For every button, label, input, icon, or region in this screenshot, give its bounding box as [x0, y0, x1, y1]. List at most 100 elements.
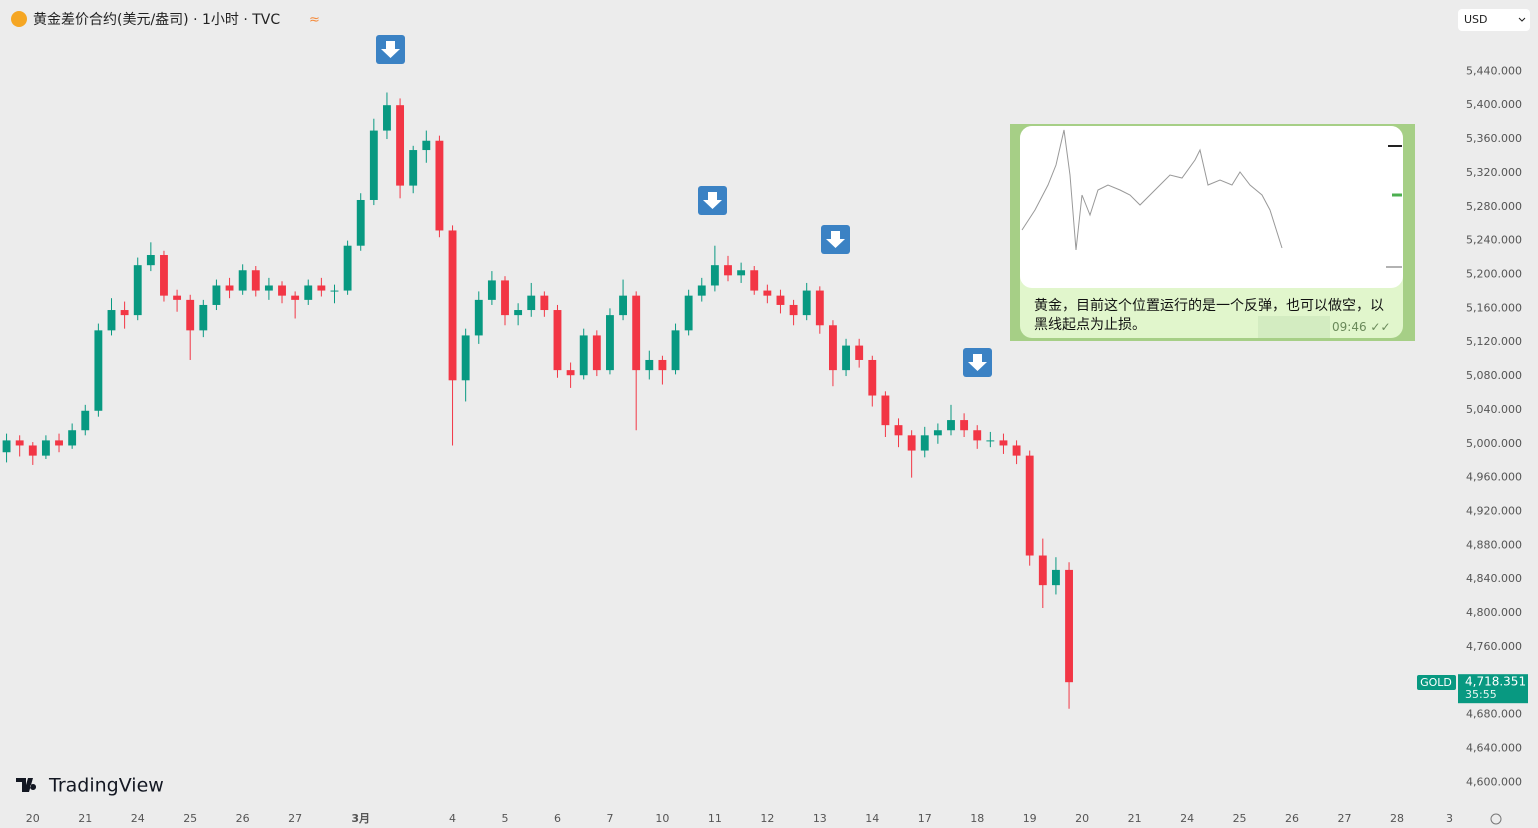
y-tick-label: 4,840.000 — [1466, 572, 1522, 585]
y-tick-label: 5,440.000 — [1466, 64, 1522, 77]
last-price-label: 4,718.351 — [1465, 675, 1526, 689]
y-tick-label: 5,320.000 — [1466, 166, 1522, 179]
chat-message: 黄金，目前这个位置运行的是一个反弹，也可以做空，以黑线起点为止损。 — [1034, 298, 1384, 333]
candle-body — [776, 295, 785, 305]
x-tick-label: 27 — [1338, 812, 1352, 825]
candle-body — [553, 310, 562, 371]
candle-body — [697, 285, 706, 296]
candle-body — [474, 299, 483, 336]
chart-title: 黄金差价合约(美元/盎司) · 1小时 · TVC — [33, 11, 280, 28]
settings-icon[interactable] — [1490, 813, 1502, 825]
y-tick-label: 5,400.000 — [1466, 98, 1522, 111]
candle-body — [330, 290, 339, 292]
last-price-box — [1458, 674, 1528, 704]
candle-body — [737, 270, 746, 276]
countdown: 35:55 — [1465, 688, 1497, 701]
x-tick-label: 24 — [1180, 812, 1194, 825]
y-tick-label: 5,280.000 — [1466, 200, 1522, 213]
symbol-label: GOLD — [1420, 676, 1452, 689]
x-tick-label: 3 — [1446, 812, 1453, 825]
candle-body — [278, 285, 286, 296]
candle-body — [146, 255, 155, 266]
candle-body — [133, 265, 142, 316]
inset-line — [1021, 129, 1283, 251]
inset-chart — [1020, 126, 1403, 288]
candle-body — [632, 295, 641, 371]
y-tick-label: 4,960.000 — [1466, 471, 1522, 484]
candle-body — [973, 430, 982, 441]
candle-body — [28, 445, 37, 456]
candle-body — [304, 285, 313, 300]
x-tick-label: 28 — [1390, 812, 1404, 825]
candle-body — [422, 140, 431, 151]
candle-body — [802, 290, 811, 316]
currency[interactable]: USD — [1464, 13, 1488, 26]
candle-body — [251, 270, 260, 291]
candle-body — [356, 199, 365, 246]
candle-body — [55, 440, 63, 446]
candle-body — [317, 285, 326, 291]
candle-body — [933, 430, 942, 436]
candle-body — [225, 285, 234, 291]
candle-body — [671, 330, 680, 371]
candle-body — [1025, 455, 1034, 556]
dropdown-caret — [1518, 17, 1526, 22]
candle-body — [566, 370, 575, 376]
candle-body — [724, 265, 732, 276]
y-tick-label: 5,240.000 — [1466, 234, 1522, 247]
candle-body — [606, 315, 614, 371]
candle-body — [763, 290, 772, 296]
x-tick-label: 21 — [1128, 812, 1142, 825]
candle-body — [212, 285, 221, 305]
candle-body — [920, 435, 929, 451]
candle-body — [540, 295, 549, 311]
x-tick-label: 20 — [1075, 812, 1089, 825]
y-tick-label: 5,160.000 — [1466, 301, 1522, 314]
candle-body — [645, 359, 654, 371]
candle-body — [501, 280, 509, 316]
candle-body — [264, 285, 273, 291]
candle-body — [868, 359, 877, 396]
candle-body — [487, 280, 496, 300]
candle-body — [15, 440, 24, 446]
candle-body — [409, 150, 418, 186]
candle-body — [986, 440, 995, 442]
candle-body — [999, 440, 1008, 446]
candle-body — [592, 335, 601, 371]
arrow-icon — [968, 354, 987, 371]
y-tick-label: 4,880.000 — [1466, 538, 1522, 551]
candle-body — [960, 420, 969, 431]
symbol-icon — [11, 11, 27, 27]
y-tick-label: 4,600.000 — [1466, 775, 1522, 788]
y-tick-label: 5,000.000 — [1466, 437, 1522, 450]
inset-screenshot — [1010, 124, 1415, 341]
x-tick-label: 26 — [236, 812, 250, 825]
candle-body — [1038, 555, 1047, 586]
candle-body — [750, 270, 759, 291]
candle-body — [855, 345, 864, 360]
candle-body — [173, 295, 182, 300]
candle-body — [1051, 569, 1060, 586]
brand-logo — [16, 778, 37, 792]
x-tick-label: 3月 — [351, 812, 370, 825]
currency-select[interactable] — [1458, 9, 1530, 31]
x-tick-label: 13 — [813, 812, 827, 825]
x-tick-label: 7 — [606, 812, 613, 825]
x-tick-label: 20 — [26, 812, 40, 825]
y-tick-label: 5,080.000 — [1466, 369, 1522, 382]
blur-patch — [1258, 316, 1330, 338]
candle-body — [68, 430, 77, 446]
arrow-icon — [381, 41, 400, 58]
candle-body — [1065, 569, 1073, 683]
y-tick-label: 4,680.000 — [1466, 708, 1522, 721]
arrow-icon — [826, 231, 845, 248]
x-tick-label: 10 — [655, 812, 669, 825]
candle-body — [789, 304, 798, 316]
candle-body — [907, 435, 916, 451]
x-tick-label: 26 — [1285, 812, 1299, 825]
y-tick-label: 5,040.000 — [1466, 403, 1522, 416]
brand: TradingView — [48, 775, 164, 797]
arrow-markers — [376, 35, 992, 377]
candle-body — [881, 395, 890, 426]
x-tick-label: 14 — [865, 812, 879, 825]
